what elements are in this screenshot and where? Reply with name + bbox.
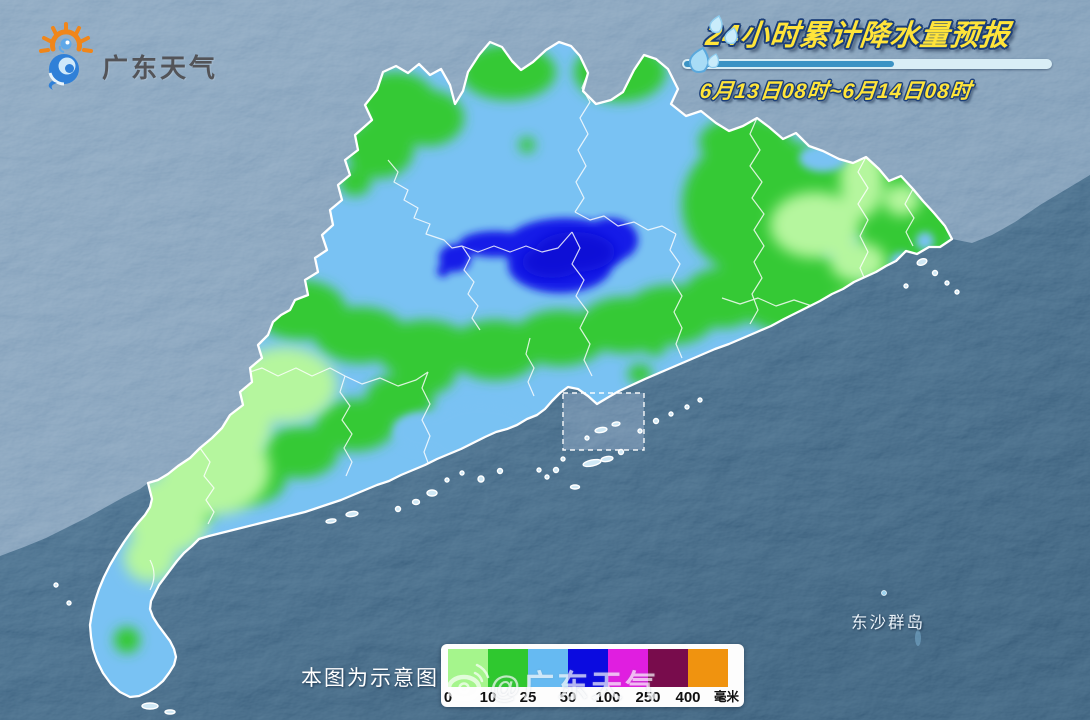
coastal-islands	[53, 258, 960, 715]
legend-tick-label: 100	[595, 689, 621, 706]
district-boundaries	[149, 72, 915, 591]
legend-swatch	[568, 649, 608, 687]
fill-0-10mm	[124, 138, 920, 582]
dongsha-islands-label: 东沙群岛	[851, 614, 925, 632]
legend-tick-label: 250	[635, 689, 661, 706]
legend-tick-label: 10	[479, 689, 497, 706]
page-title: 24小时累计降水量预报	[704, 20, 1012, 52]
logo-text: 广东天气	[102, 53, 219, 83]
legend-swatch	[688, 649, 728, 687]
marine-zone-dashed-box	[562, 392, 645, 451]
precip-legend: 0 10 25 50 100 250 400 毫米	[441, 644, 744, 707]
fill-50-100mm-core	[522, 232, 615, 278]
legend-unit: 毫米	[713, 690, 739, 704]
forecast-period: 6月13日08时~6月14日08时	[698, 80, 974, 103]
precip-fills	[90, 42, 952, 697]
legend-color-scale	[448, 649, 728, 687]
dongsha-island-dot	[881, 590, 887, 596]
legend-tick-label: 0	[443, 689, 453, 706]
island-wisp	[915, 630, 921, 646]
legend-tick-label: 50	[559, 689, 577, 706]
legend-swatch	[528, 649, 568, 687]
legend-swatch	[648, 649, 688, 687]
legend-swatch	[448, 649, 488, 687]
raindrops-icon	[686, 6, 746, 91]
title-underline-bar	[682, 59, 1052, 69]
legend-tick-label: 400	[675, 689, 701, 706]
legend-ticks: 0 10 25 50 100 250 400	[441, 688, 744, 706]
gdweather-logo-icon	[39, 22, 93, 90]
legend-swatch	[488, 649, 528, 687]
station-logo: 广东天气	[26, 22, 218, 92]
legend-tick-label: 25	[519, 689, 537, 706]
disclaimer-text: 本图为示意图	[301, 667, 439, 690]
header: 24小时累计降水量预报 6月13日08时~6月14日08时	[682, 12, 1082, 105]
legend-swatch	[608, 649, 648, 687]
